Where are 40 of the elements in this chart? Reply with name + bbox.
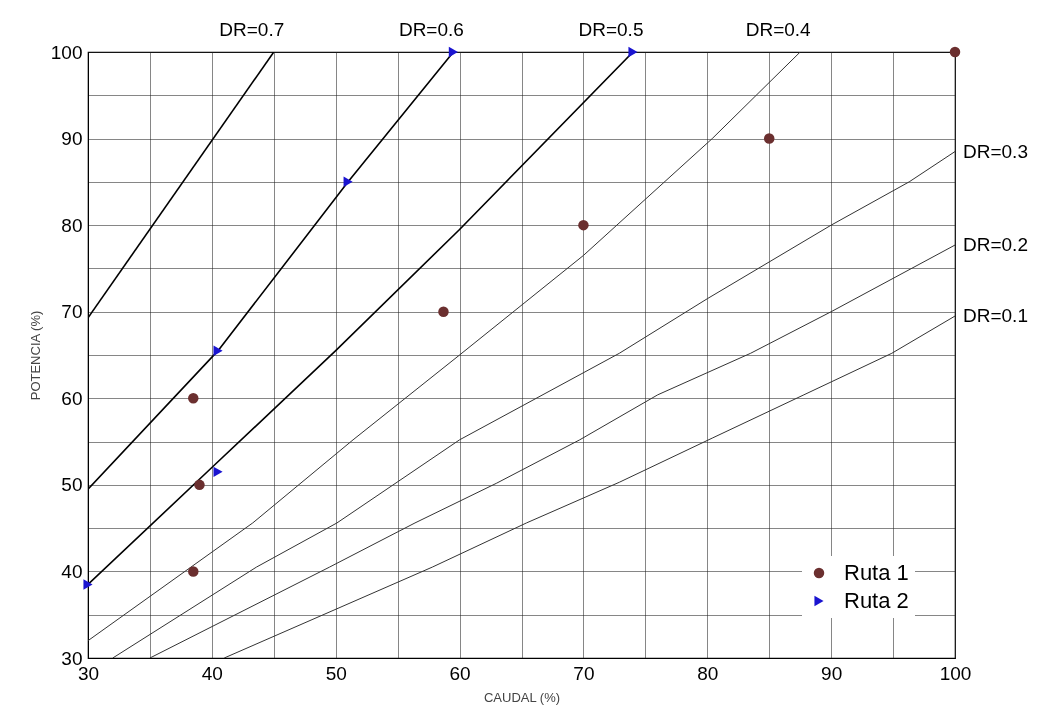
x-tick-label: 40	[201, 662, 223, 684]
point	[188, 566, 199, 577]
y-axis-title: POTENCIA (%)	[27, 310, 43, 401]
x-tick-label: 90	[821, 662, 843, 684]
line-series	[112, 151, 955, 658]
series-label: DR=0.5	[578, 19, 644, 40]
y-tick-label: 50	[61, 474, 83, 496]
series-label: DR=0.2	[963, 234, 1028, 256]
series-label: DR=0.7	[219, 19, 285, 40]
point	[83, 579, 93, 590]
x-axis-title: CAUDAL (%)	[483, 689, 561, 705]
y-tick-label: 60	[61, 387, 83, 409]
point	[628, 46, 638, 58]
y-tick-label: 70	[61, 301, 83, 323]
x-tick-label: 100	[939, 662, 972, 684]
point	[188, 393, 199, 404]
y-tick-label: 80	[61, 214, 83, 236]
y-tick-label: 90	[61, 128, 83, 150]
series-label: DR=0.3	[963, 140, 1028, 162]
point	[438, 306, 449, 317]
point	[763, 133, 775, 144]
point	[949, 46, 961, 58]
line-series	[223, 315, 955, 658]
x-tick-label: 60	[449, 662, 471, 684]
point	[343, 176, 353, 188]
x-tick-label: 80	[697, 662, 719, 684]
point	[578, 219, 589, 231]
y-tick-label: 40	[61, 560, 83, 582]
x-tick-label: 50	[325, 662, 347, 684]
series-label: DR=0.6	[398, 19, 464, 40]
series-label: DR=0.4	[745, 19, 812, 40]
point	[448, 46, 458, 58]
line-series	[149, 244, 955, 658]
y-tick-label: 100	[50, 41, 83, 63]
x-tick-label: 70	[573, 662, 595, 684]
line-series	[88, 52, 801, 642]
legend-label: Ruta 1	[844, 560, 909, 585]
legend-label: Ruta 2	[844, 588, 909, 613]
series-label: DR=0.1	[963, 305, 1028, 327]
point	[194, 479, 205, 491]
